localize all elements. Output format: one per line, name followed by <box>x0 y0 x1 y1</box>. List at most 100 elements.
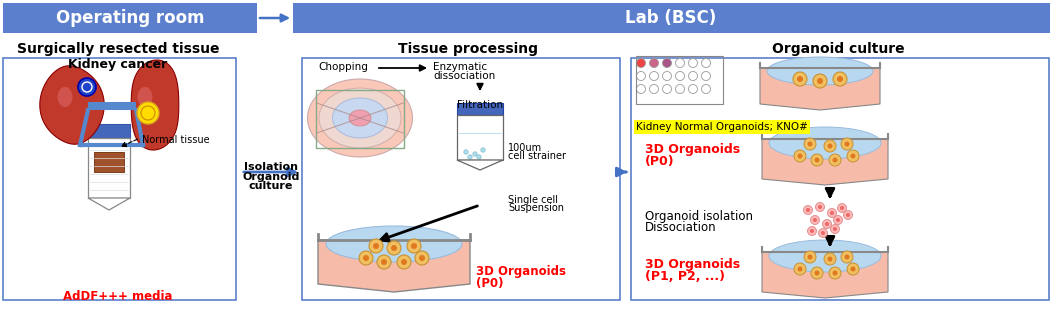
Circle shape <box>481 148 485 152</box>
Circle shape <box>836 218 840 222</box>
Circle shape <box>815 157 819 162</box>
Text: Dissociation: Dissociation <box>645 221 717 234</box>
Circle shape <box>662 85 672 94</box>
Bar <box>88 138 130 198</box>
Circle shape <box>813 218 817 222</box>
Text: Filtration: Filtration <box>457 100 503 110</box>
Polygon shape <box>40 66 104 144</box>
Polygon shape <box>88 198 130 210</box>
Circle shape <box>830 211 834 215</box>
Bar <box>3 3 257 33</box>
Circle shape <box>662 72 672 81</box>
Circle shape <box>137 102 159 124</box>
Circle shape <box>373 243 379 249</box>
Circle shape <box>824 222 829 226</box>
Bar <box>457 103 503 115</box>
Circle shape <box>846 213 850 217</box>
Circle shape <box>818 228 828 237</box>
Ellipse shape <box>138 87 153 107</box>
Circle shape <box>363 255 369 261</box>
Circle shape <box>388 241 401 255</box>
Circle shape <box>468 155 472 159</box>
Text: (P0): (P0) <box>645 155 675 168</box>
Circle shape <box>636 59 645 68</box>
Circle shape <box>841 251 853 263</box>
Text: Lab (BSC): Lab (BSC) <box>625 9 717 27</box>
Circle shape <box>828 209 836 218</box>
Circle shape <box>701 72 711 81</box>
Circle shape <box>78 78 96 96</box>
Circle shape <box>463 150 469 154</box>
Circle shape <box>676 85 684 94</box>
Circle shape <box>847 263 859 275</box>
Bar <box>3 58 236 300</box>
Polygon shape <box>762 252 888 298</box>
Circle shape <box>797 76 803 82</box>
Circle shape <box>473 152 477 156</box>
Text: Chopping: Chopping <box>318 62 367 72</box>
Circle shape <box>828 256 833 262</box>
Ellipse shape <box>333 98 388 138</box>
Text: Normal tissue: Normal tissue <box>142 135 210 145</box>
Bar <box>316 90 404 148</box>
Circle shape <box>701 59 711 68</box>
Circle shape <box>369 239 383 253</box>
Text: Surgically resected tissue: Surgically resected tissue <box>17 42 219 56</box>
Circle shape <box>650 85 658 94</box>
Circle shape <box>636 85 645 94</box>
Circle shape <box>676 72 684 81</box>
Circle shape <box>797 153 802 158</box>
Circle shape <box>397 255 411 269</box>
Ellipse shape <box>349 110 371 126</box>
Circle shape <box>843 210 853 219</box>
Circle shape <box>815 271 819 276</box>
Circle shape <box>391 245 397 251</box>
Circle shape <box>845 141 850 147</box>
Circle shape <box>833 227 837 231</box>
Ellipse shape <box>326 226 462 262</box>
Circle shape <box>811 215 819 224</box>
Ellipse shape <box>319 88 401 148</box>
Polygon shape <box>132 60 179 150</box>
Polygon shape <box>760 68 880 110</box>
Circle shape <box>794 263 806 275</box>
Circle shape <box>828 144 833 148</box>
Circle shape <box>401 259 408 265</box>
Circle shape <box>824 253 836 265</box>
Circle shape <box>829 267 841 279</box>
Circle shape <box>411 243 417 249</box>
Circle shape <box>810 229 814 233</box>
Circle shape <box>847 150 859 162</box>
Circle shape <box>689 85 697 94</box>
Circle shape <box>804 251 816 263</box>
Polygon shape <box>762 139 888 185</box>
Text: culture: culture <box>249 181 293 191</box>
Circle shape <box>477 155 481 159</box>
Text: cell strainer: cell strainer <box>508 151 567 161</box>
Circle shape <box>818 205 822 209</box>
Text: 3D Organoids: 3D Organoids <box>645 258 740 271</box>
Circle shape <box>803 206 813 215</box>
Text: Organoid: Organoid <box>242 172 300 182</box>
Polygon shape <box>318 240 470 292</box>
Circle shape <box>851 267 855 272</box>
Circle shape <box>833 72 847 86</box>
Circle shape <box>817 78 823 84</box>
Circle shape <box>415 251 429 265</box>
Circle shape <box>851 153 855 158</box>
Circle shape <box>662 59 672 68</box>
Circle shape <box>833 271 837 276</box>
Text: Kidney Normal Organoids; KNO#: Kidney Normal Organoids; KNO# <box>636 122 808 132</box>
Circle shape <box>822 219 832 228</box>
Circle shape <box>377 255 391 269</box>
Text: Kidney cancer: Kidney cancer <box>68 58 167 71</box>
Bar <box>636 56 723 104</box>
Circle shape <box>381 259 388 265</box>
Circle shape <box>831 224 839 233</box>
Text: dissociation: dissociation <box>433 71 495 81</box>
Circle shape <box>689 72 697 81</box>
Circle shape <box>797 267 802 272</box>
Circle shape <box>829 154 841 166</box>
Circle shape <box>793 72 807 86</box>
Circle shape <box>359 251 373 265</box>
